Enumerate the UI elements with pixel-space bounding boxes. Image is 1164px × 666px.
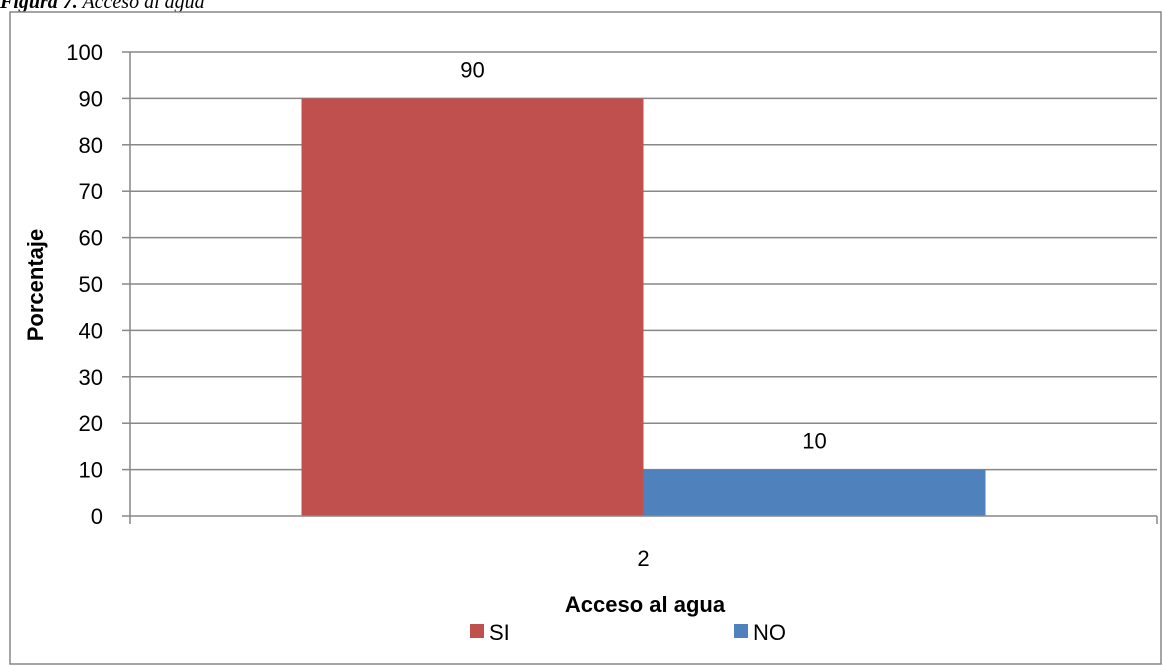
legend-swatch-si [470, 624, 484, 638]
figure-caption: Figura 7. Acceso al agua [0, 0, 205, 14]
y-tick-label: 80 [79, 133, 103, 158]
bars [301, 98, 986, 517]
caption-label: Figura 7. [0, 0, 78, 13]
y-tick-labels: 0 10 20 30 40 50 60 70 80 90 100 [66, 40, 103, 529]
y-tick-label: 90 [79, 86, 103, 111]
y-tick-label: 10 [79, 458, 103, 483]
y-tick-label: 40 [79, 318, 103, 343]
y-tick-label: 0 [91, 504, 103, 529]
y-tick-label: 60 [79, 226, 103, 251]
bar-si [301, 98, 644, 517]
y-tick-label: 70 [79, 179, 103, 204]
data-label-si: 90 [460, 57, 484, 82]
axes [122, 51, 1158, 524]
x-axis-title: Acceso al agua [565, 592, 726, 617]
legend-label-no: NO [753, 620, 786, 645]
data-labels: 90 10 [460, 57, 826, 453]
y-tick-label: 20 [79, 411, 103, 436]
x-tick-labels: 2 [637, 546, 649, 571]
bar-no [643, 469, 986, 516]
y-tick-label: 100 [66, 40, 103, 65]
y-tick-label: 50 [79, 272, 103, 297]
legend: SI NO [470, 620, 786, 645]
legend-swatch-no [734, 624, 748, 638]
caption-text: Acceso al agua [77, 0, 205, 13]
data-label-no: 10 [802, 429, 826, 454]
y-tick-label: 30 [79, 365, 103, 390]
x-tick-label: 2 [637, 546, 649, 571]
y-axis-title: Porcentaje [23, 229, 48, 342]
legend-label-si: SI [489, 620, 510, 645]
